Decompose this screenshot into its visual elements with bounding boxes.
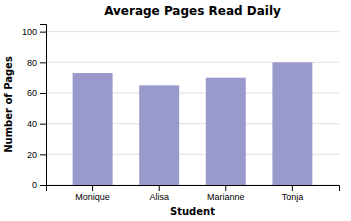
x-tick-mark	[92, 185, 93, 191]
x-tick-label: Alisa	[149, 192, 169, 202]
bar	[73, 73, 113, 185]
chart-title: Average Pages Read Daily	[104, 4, 281, 18]
y-tick-label: 80	[27, 58, 37, 68]
x-axis-title: Student	[170, 206, 215, 217]
x-tick-label: Monique	[75, 192, 110, 202]
x-tick-mark	[159, 185, 160, 191]
y-tick: 100	[22, 27, 46, 37]
y-tick: 0	[32, 180, 46, 190]
y-tick: 40	[27, 119, 46, 129]
y-tick-label: 20	[27, 150, 37, 160]
y-tick: 80	[27, 58, 46, 68]
y-axis-title: Number of Pages	[3, 56, 14, 153]
y-tick-mark	[40, 93, 46, 94]
y-tick-label: 40	[27, 119, 37, 129]
y-tick-mark	[40, 185, 46, 186]
bar	[272, 62, 312, 185]
bar	[206, 78, 246, 185]
y-tick-label: 100	[22, 27, 37, 37]
bar	[139, 85, 179, 185]
y-tick-mark	[40, 124, 46, 125]
chart-svg: 0 20 40 60 80 100 Monique Alisa Marianne Tonja Ave…	[0, 0, 351, 221]
x-tick-label: Marianne	[207, 192, 245, 202]
y-tick-mark	[40, 154, 46, 155]
grid-line	[46, 31, 339, 32]
x-tick-mark	[225, 185, 226, 191]
y-tick-label: 60	[27, 88, 37, 98]
chart-container: 0 20 40 60 80 100 Monique Alisa Marianne Tonja Ave…	[0, 0, 351, 221]
x-tick: Marianne	[207, 185, 245, 202]
grid	[46, 32, 339, 185]
x-tick-mark	[292, 185, 293, 191]
y-axis: 0 20 40 60 80 100	[22, 25, 47, 191]
x-tick: Alisa	[149, 185, 169, 202]
x-axis-line	[47, 186, 340, 192]
x-tick: Monique	[75, 185, 110, 202]
bars	[73, 62, 313, 185]
y-tick: 20	[27, 150, 46, 160]
y-axis-line	[40, 25, 47, 186]
y-tick-mark	[40, 62, 46, 63]
plot-area: 0 20 40 60 80 100 Monique Alisa Marianne Tonja	[22, 25, 340, 203]
x-tick: Tonja	[282, 185, 304, 202]
y-tick-label: 0	[32, 180, 37, 190]
x-tick-label: Tonja	[282, 192, 304, 202]
y-tick: 60	[27, 88, 46, 98]
y-tick-mark	[40, 32, 46, 33]
x-axis: Monique Alisa Marianne Tonja	[47, 185, 340, 202]
